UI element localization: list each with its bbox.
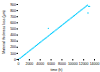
svg-text:12000: 12000 xyxy=(79,61,89,65)
svg-text:Material thickness loss (µm): Material thickness loss (µm) xyxy=(2,10,6,53)
svg-text:14000: 14000 xyxy=(90,61,100,65)
svg-text:800: 800 xyxy=(10,9,16,13)
svg-text:2000: 2000 xyxy=(25,61,33,65)
svg-text:4000: 4000 xyxy=(36,61,44,65)
svg-text:700: 700 xyxy=(10,15,16,19)
svg-text:400: 400 xyxy=(10,33,16,37)
svg-text:8000: 8000 xyxy=(58,61,66,65)
svg-text:900: 900 xyxy=(10,3,16,7)
svg-text:0: 0 xyxy=(18,61,20,65)
svg-text:200: 200 xyxy=(10,45,16,49)
svg-text:100: 100 xyxy=(10,52,16,56)
svg-text:0: 0 xyxy=(14,58,16,62)
svg-text:6000: 6000 xyxy=(47,61,55,65)
svg-text:time (h): time (h) xyxy=(51,68,63,72)
svg-text:600: 600 xyxy=(10,21,16,25)
svg-text:500: 500 xyxy=(10,27,16,31)
svg-text:300: 300 xyxy=(10,39,16,43)
svg-text:10000: 10000 xyxy=(68,61,78,65)
